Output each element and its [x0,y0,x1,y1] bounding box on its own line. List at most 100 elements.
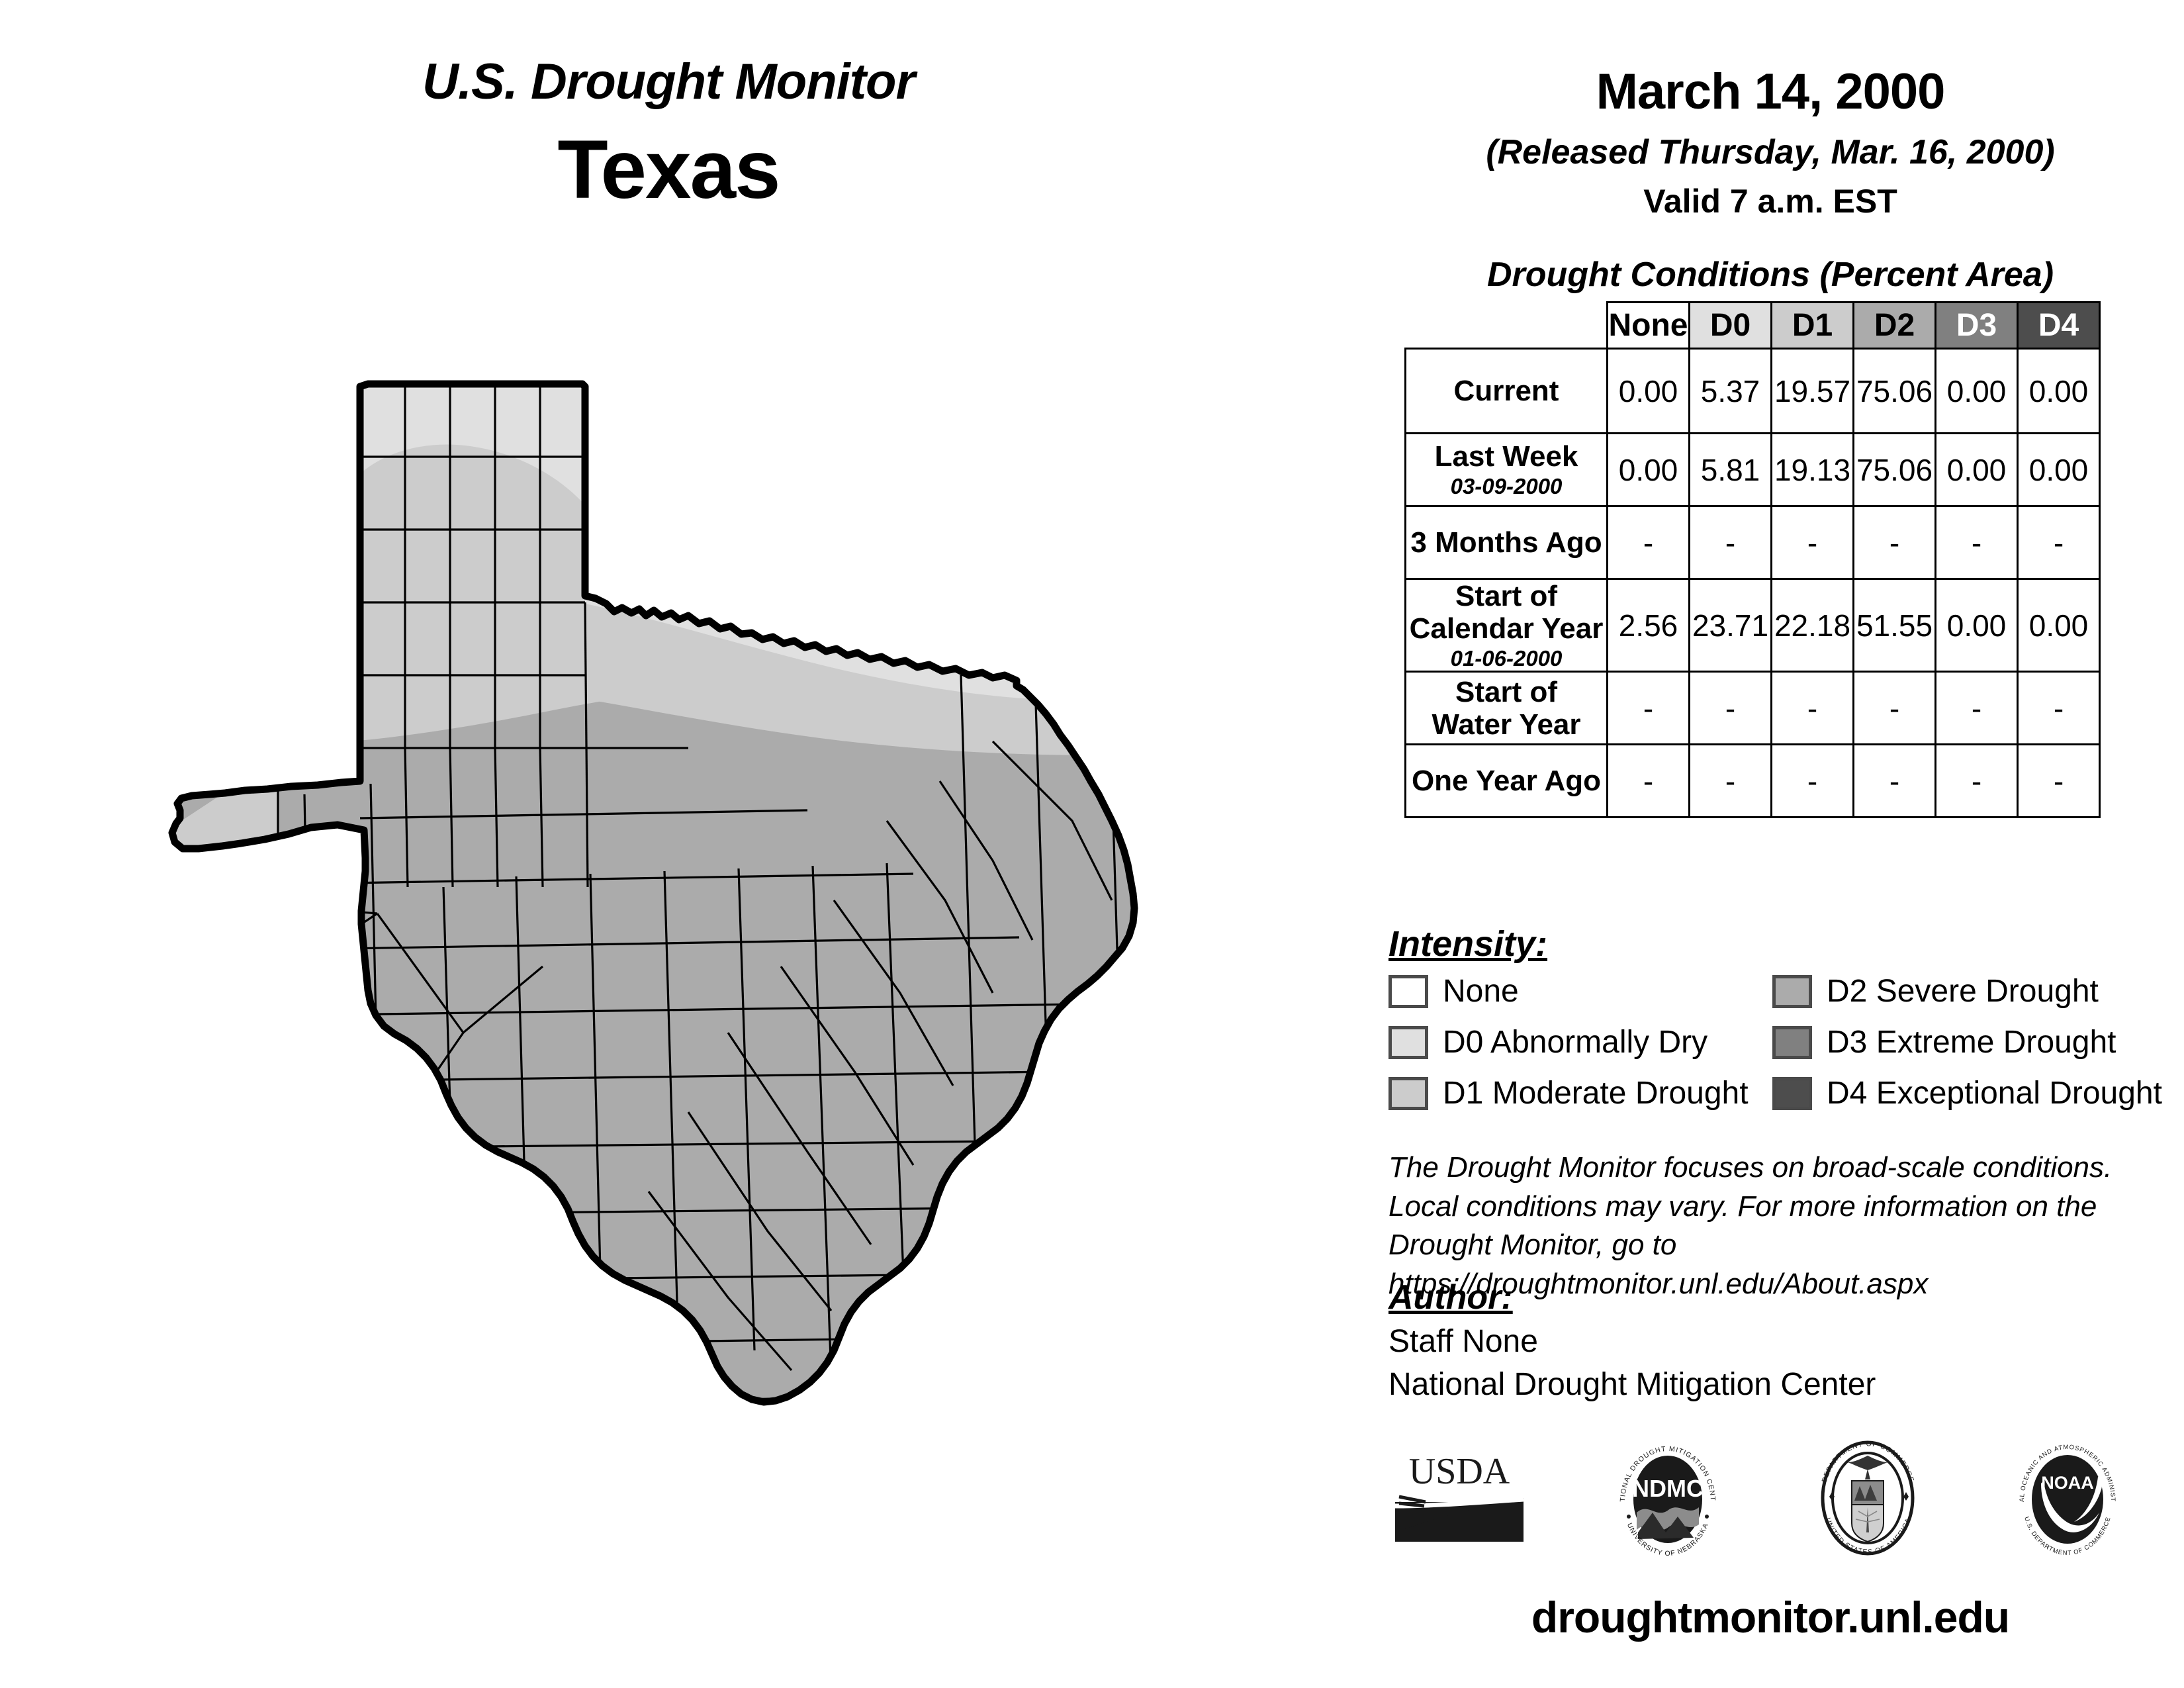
author-name: Staff None [1388,1324,1538,1359]
column-header-d1: D1 [1770,301,1854,350]
swatch-d4-icon [1772,1076,1812,1110]
cell-current-d1: 19.57 [1770,348,1854,434]
cell-cy-d3: 0.00 [1934,577,2019,673]
usda-wordmark: USDA [1409,1451,1510,1492]
cell-current-d4: 0.00 [2017,348,2101,434]
disclaimer-line-2: Local conditions may vary. For more info… [1388,1190,2097,1223]
cell-3mo-d1: - [1770,505,1854,580]
cell-last-week-d1: 19.13 [1770,432,1854,507]
map-svg [168,380,1138,1406]
row-sub-date: 03-09-2000 [1450,473,1563,498]
footer-url: droughtmonitor.unl.edu [1531,1593,2010,1642]
column-header-none: None [1606,301,1690,350]
cell-wy-d0: - [1688,671,1772,746]
cell-1yr-d4: - [2017,743,2101,819]
cell-last-week-d2: 75.06 [1852,432,1936,507]
author-org: National Drought Mitigation Center [1388,1366,1876,1402]
cell-3mo-none: - [1606,505,1690,580]
doc-rays [1855,1511,1880,1523]
cell-1yr-d2: - [1852,743,1936,819]
cell-1yr-none: - [1606,743,1690,819]
column-header-d4: D4 [2017,301,2101,350]
row-label-text: Start of Calendar Year [1409,580,1604,645]
valid-time: Valid 7 a.m. EST [1643,183,1897,220]
cell-wy-d1: - [1770,671,1854,746]
table-row: Current 0.00 5.37 19.57 75.06 0.00 0.00 [1404,348,2101,434]
cell-1yr-d0: - [1688,743,1772,819]
table-header-row: None D0 D1 D2 D3 D4 [1406,301,2101,350]
cell-wy-d3: - [1934,671,2019,746]
legend-item-d0: D0 Abnormally Dry [1388,1024,1772,1060]
ndmc-mountains [1638,1513,1694,1539]
doc-star-right [1903,1492,1909,1501]
cell-3mo-d3: - [1934,505,2019,580]
usda-leaf-lines [1398,1495,1426,1507]
legend-label-d1: D1 Moderate Drought [1443,1076,1749,1111]
ndmc-dot-left [1627,1515,1631,1519]
legend-label-d0: D0 Abnormally Dry [1443,1025,1708,1060]
cell-1yr-d3: - [1934,743,2019,819]
row-label-text: Current [1453,374,1559,407]
intensity-legend-title: Intensity: [1388,924,1548,964]
noaa-wordmark: NOAA [2041,1473,2094,1493]
cell-3mo-d4: - [2017,505,2101,580]
noaa-bird-wing-left [2041,1481,2099,1532]
drought-conditions-table: None D0 D1 D2 D3 D4 Current 0.00 5.37 19… [1404,301,2101,819]
cell-cy-d1: 22.18 [1770,577,1854,673]
row-label-text: One Year Ago [1411,765,1602,798]
report-date: March 14, 2000 [1596,64,1946,120]
ndmc-wordmark: NDMC [1632,1475,1704,1502]
doc-eagle [1848,1456,1888,1470]
author-title: Author: [1388,1278,1513,1317]
cell-wy-none: - [1606,671,1690,746]
legend-label-d4: D4 Exceptional Drought [1827,1076,2162,1111]
row-label-text: 3 Months Ago [1410,526,1602,559]
swatch-none-icon [1388,974,1428,1008]
cell-current-d2: 75.06 [1852,348,1936,434]
cell-1yr-d1: - [1770,743,1854,819]
table-caption: Drought Conditions (Percent Area) [1486,256,2054,294]
d1-northeast-strip [585,625,1134,756]
doc-eagle-body [1865,1469,1870,1479]
cell-last-week-d0: 5.81 [1688,432,1772,507]
d2-severe-area [172,384,1134,1402]
legend-item-d3: D3 Extreme Drought [1772,1024,2156,1060]
d0-abnormally-dry-area [351,384,589,510]
table-row: Last Week 03-09-2000 0.00 5.81 19.13 75.… [1404,432,2101,507]
column-header-d0: D0 [1688,301,1772,350]
table-row: Start of Water Year - - - - - - [1404,671,2101,746]
header-corner-blank [1406,303,1608,349]
program-title: U.S. Drought Monitor [422,54,915,110]
legend-item-none: None [1388,973,1772,1009]
cell-cy-none: 2.56 [1606,577,1690,673]
row-label-3-months-ago: 3 Months Ago [1404,505,1608,580]
disclaimer-line-3: Drought Monitor, go to https://droughtmo… [1388,1229,1929,1300]
legend-row: None D2 Severe Drought [1388,973,2156,1009]
noaa-bird-wing-right [2074,1477,2103,1522]
legend-item-d4: D4 Exceptional Drought [1772,1075,2162,1111]
row-label-last-week: Last Week 03-09-2000 [1404,432,1608,507]
cell-3mo-d0: - [1688,505,1772,580]
release-date: (Released Thursday, Mar. 16, 2000) [1486,133,2055,171]
usda-logo-icon: USDA [1394,1451,1524,1542]
intensity-legend: None D2 Severe Drought D0 Abnormally Dry… [1388,973,2162,1126]
doc-star-left [1829,1492,1835,1501]
doc-ship [1854,1485,1877,1501]
doc-seal-icon: DEPARTMENT OF COMMERCE UNITED STATES OF … [1821,1440,1915,1556]
table-row: 3 Months Ago - - - - - - [1404,505,2101,580]
texas-state-outline [168,380,1138,1406]
row-sub-date: 01-06-2000 [1450,645,1563,671]
legend-label-d2: D2 Severe Drought [1827,974,2099,1009]
swatch-d0-icon [1388,1025,1428,1059]
noaa-logo-icon: NOAA NATIONAL OCEANIC AND ATMOSPHERIC AD… [2003,1428,2116,1557]
cell-last-week-none: 0.00 [1606,432,1690,507]
row-label-one-year-ago: One Year Ago [1404,743,1608,819]
cell-3mo-d2: - [1852,505,1936,580]
cell-last-week-d4: 0.00 [2017,432,2101,507]
doc-outer-ring [1821,1440,1915,1556]
row-label-text: Last Week [1434,440,1578,473]
row-label-text: Start of Water Year [1432,675,1581,741]
noaa-logo: NOAA NATIONAL OCEANIC AND ATMOSPHERIC AD… [2003,1428,2131,1566]
doc-lighthouse [1866,1507,1869,1532]
